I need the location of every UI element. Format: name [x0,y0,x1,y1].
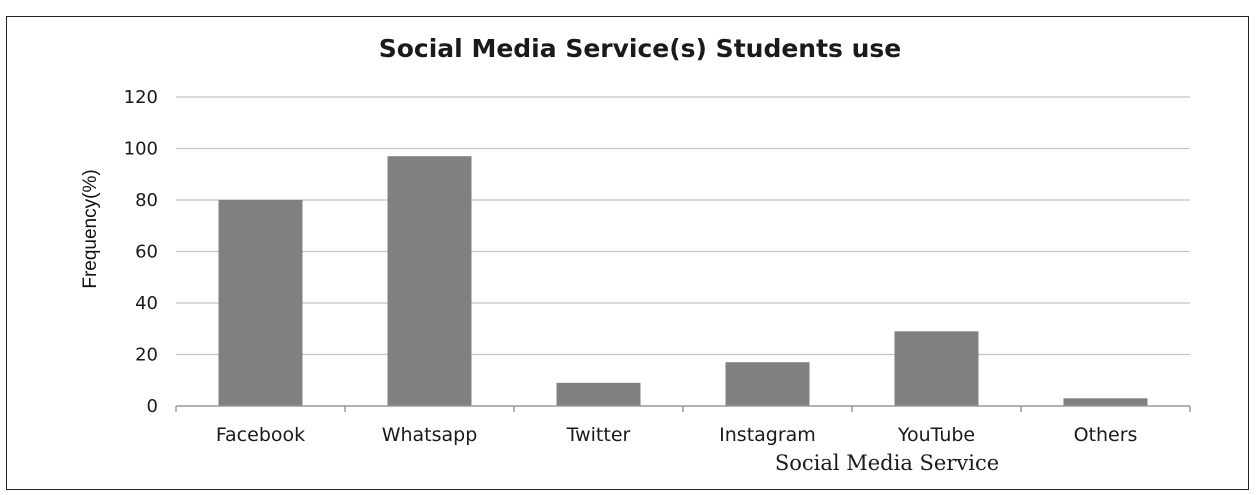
bar-whatsapp [387,156,472,406]
x-tick-label-twitter: Twitter [566,424,631,446]
chart-title: Social Media Service(s) Students use [379,34,902,63]
bars [218,156,1148,406]
y-tick-label: 0 [147,396,158,417]
bar-instagram [725,362,810,406]
x-tick-label-others: Others [1074,424,1138,446]
y-tick-label: 40 [135,293,158,314]
y-tick-label: 100 [124,139,158,160]
gridlines [176,96,1190,356]
bar-facebook [218,200,303,406]
bar-others [1063,398,1148,406]
bar-youtube [894,331,979,406]
y-tick-label: 80 [135,190,158,211]
y-tick-label: 120 [124,87,158,108]
y-axis-label: Frequency(%) [80,169,101,288]
y-axis-ticks: 0 20 40 60 80 100 120 [124,87,158,417]
bar-twitter [556,382,641,406]
x-axis-label: Social Media Service [775,451,999,475]
x-tick-label-whatsapp: Whatsapp [382,424,478,446]
y-tick-label: 20 [135,345,158,366]
chart-frame [6,16,1249,490]
x-tick-label-instagram: Instagram [719,424,816,446]
x-tick-label-facebook: Facebook [216,424,305,446]
x-tick-label-youtube: YouTube [897,424,975,446]
x-axis-ticks: Facebook Whatsapp Twitter Instagram YouTube O… [175,406,1191,446]
y-tick-label: 60 [135,242,158,263]
